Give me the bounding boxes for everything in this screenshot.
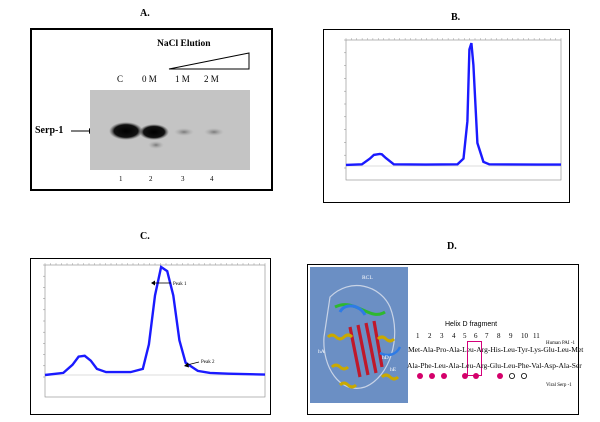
lane-label-1m: 1 M bbox=[175, 74, 190, 84]
band-lane-1 bbox=[109, 122, 143, 140]
lane-number-3: 3 bbox=[181, 175, 185, 183]
chart-b-series bbox=[345, 42, 561, 167]
peak-1-annotation: Peak 1 bbox=[173, 282, 187, 287]
chart-b bbox=[344, 38, 562, 181]
lane-label-c: C bbox=[117, 74, 124, 84]
structure-label-he: hE bbox=[390, 367, 397, 373]
structure-label-hd: hD bbox=[382, 355, 389, 361]
panel-d-frame: RCL hD hE hA Helix D fragment Human PAI … bbox=[307, 264, 583, 415]
chart-c-series bbox=[44, 265, 266, 377]
panel-b-frame bbox=[323, 29, 570, 203]
viral-sequence: Ala-Phe-Leu-Ala-Leu-Arg-Glu-Leu-Phe-Val-… bbox=[407, 361, 582, 370]
structure-label-ha: hA bbox=[318, 349, 325, 355]
human-species-label: Human PAI -1 bbox=[546, 341, 575, 346]
band-lane-3 bbox=[174, 128, 194, 136]
helix-d-title: Helix D fragment bbox=[445, 321, 498, 328]
western-blot bbox=[90, 90, 250, 170]
peak-2-arrowhead bbox=[184, 362, 189, 368]
panel-a-frame: NaCl Elution C 0 M 1 M 2 M Serp-1 bbox=[30, 28, 273, 191]
band-lane-4 bbox=[204, 128, 224, 136]
band-lane-2 bbox=[139, 124, 169, 140]
band-lane-2-smear bbox=[148, 141, 164, 149]
helices bbox=[326, 333, 400, 389]
human-sequence: Met-Ala-Pro-Ala-Leu-Arg-His-Leu-Tyr-Lys-… bbox=[408, 345, 584, 354]
panel-d-label: D. bbox=[447, 241, 457, 252]
serp1-label: Serp-1 bbox=[35, 125, 64, 136]
peak-2-arrow bbox=[186, 361, 200, 366]
panel-a-label: A. bbox=[140, 8, 150, 19]
lane-label-0m: 0 M bbox=[142, 74, 157, 84]
lane-number-1: 1 bbox=[119, 175, 123, 183]
protein-structure: RCL hD hE hA bbox=[310, 267, 408, 403]
chart-c: Peak 1 Peak 2 bbox=[43, 263, 266, 398]
elution-label: NaCl Elution bbox=[157, 39, 211, 49]
panel-c-label: C. bbox=[140, 231, 150, 242]
peak-1-arrowhead bbox=[151, 280, 155, 286]
lane-label-2m: 2 M bbox=[204, 74, 219, 84]
panel-b-label: B. bbox=[451, 12, 461, 23]
panel-c-frame: Peak 1 Peak 2 bbox=[30, 258, 271, 415]
position-numbers: 1 2 3 4 5 6 7 8 9 10 11 bbox=[416, 332, 540, 340]
chart-b-plot-area bbox=[345, 39, 562, 181]
lane-number-4: 4 bbox=[210, 175, 214, 183]
structure-label-rcl: RCL bbox=[362, 275, 373, 281]
lane-number-2: 2 bbox=[149, 175, 153, 183]
conservation-markers bbox=[417, 373, 528, 379]
peak-2-annotation: Peak 2 bbox=[201, 360, 215, 365]
viral-species-label: Viral Serp -1 bbox=[546, 383, 572, 388]
gradient-wedge bbox=[168, 52, 250, 70]
